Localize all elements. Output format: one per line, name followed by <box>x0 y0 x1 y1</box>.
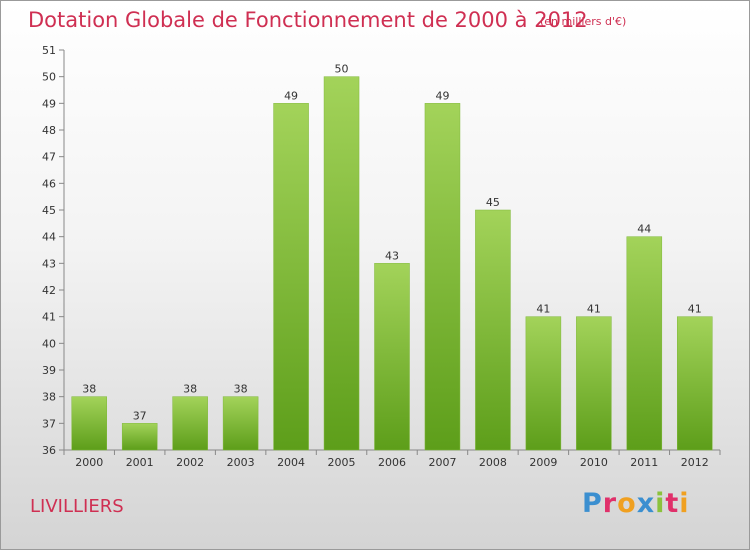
y-tick-label: 36 <box>42 444 56 457</box>
bar <box>626 236 663 451</box>
x-tick-label: 2012 <box>681 456 709 469</box>
x-tick-label: 2011 <box>630 456 658 469</box>
bar <box>677 316 713 451</box>
y-tick-label: 39 <box>42 364 56 377</box>
bar <box>576 316 612 451</box>
x-tick-label: 2005 <box>328 456 356 469</box>
logo-letter: i <box>679 488 690 519</box>
x-tick-label: 2003 <box>227 456 255 469</box>
bar-value-label: 38 <box>82 383 96 396</box>
bar <box>323 76 360 451</box>
x-tick-label: 2002 <box>176 456 204 469</box>
x-tick-label: 2008 <box>479 456 507 469</box>
y-tick-label: 50 <box>42 71 56 84</box>
logo-letter: r <box>602 488 618 519</box>
bar <box>525 316 562 451</box>
x-tick-label: 2001 <box>126 456 154 469</box>
y-tick-label: 42 <box>42 284 56 297</box>
y-tick-label: 37 <box>42 417 56 430</box>
x-tick-label: 2009 <box>529 456 557 469</box>
chart-title: Dotation Globale de Fonctionnement de 20… <box>28 8 588 32</box>
bar-value-label: 43 <box>385 249 399 262</box>
bar <box>424 103 461 451</box>
logo-letter: x <box>636 488 656 519</box>
y-tick-label: 43 <box>42 257 56 270</box>
x-tick-label: 2006 <box>378 456 406 469</box>
commune-name: LIVILLIERS <box>30 496 124 517</box>
bar-value-label: 45 <box>486 196 500 209</box>
y-tick-label: 48 <box>42 124 56 137</box>
logo-letter: o <box>617 488 637 519</box>
bar-value-label: 49 <box>284 89 298 102</box>
bar-value-label: 41 <box>587 303 601 316</box>
y-tick-label: 40 <box>42 337 56 350</box>
bar <box>475 209 511 451</box>
x-tick-label: 2010 <box>580 456 608 469</box>
logo-letter: P <box>582 488 603 519</box>
bar-value-label: 44 <box>637 223 651 236</box>
y-tick-label: 45 <box>42 204 56 217</box>
bar-value-label: 38 <box>234 383 248 396</box>
x-tick-label: 2000 <box>75 456 103 469</box>
bar <box>374 263 410 451</box>
x-tick-label: 2007 <box>428 456 456 469</box>
y-tick-label: 49 <box>42 97 56 110</box>
bar <box>222 396 259 451</box>
y-tick-label: 47 <box>42 151 56 164</box>
y-tick-label: 51 <box>42 44 56 57</box>
bar <box>121 423 158 451</box>
logo-letter: t <box>665 488 680 519</box>
bar <box>172 396 208 451</box>
y-tick-label: 41 <box>42 311 56 324</box>
bar-value-label: 41 <box>536 303 550 316</box>
bar <box>71 396 107 451</box>
bar-value-label: 41 <box>688 303 702 316</box>
bar-value-label: 49 <box>435 89 449 102</box>
y-tick-label: 46 <box>42 177 56 190</box>
logo-letter: i <box>655 488 666 519</box>
y-tick-label: 44 <box>42 231 56 244</box>
bar-value-label: 38 <box>183 383 197 396</box>
unit-label: (en milliers d'€) <box>540 15 627 28</box>
proxiti-logo: Proxiti <box>582 488 690 519</box>
bar-value-label: 37 <box>133 409 147 422</box>
y-tick-label: 38 <box>42 391 56 404</box>
x-tick-label: 2004 <box>277 456 305 469</box>
bar-value-label: 50 <box>335 63 349 76</box>
bar <box>273 103 309 451</box>
